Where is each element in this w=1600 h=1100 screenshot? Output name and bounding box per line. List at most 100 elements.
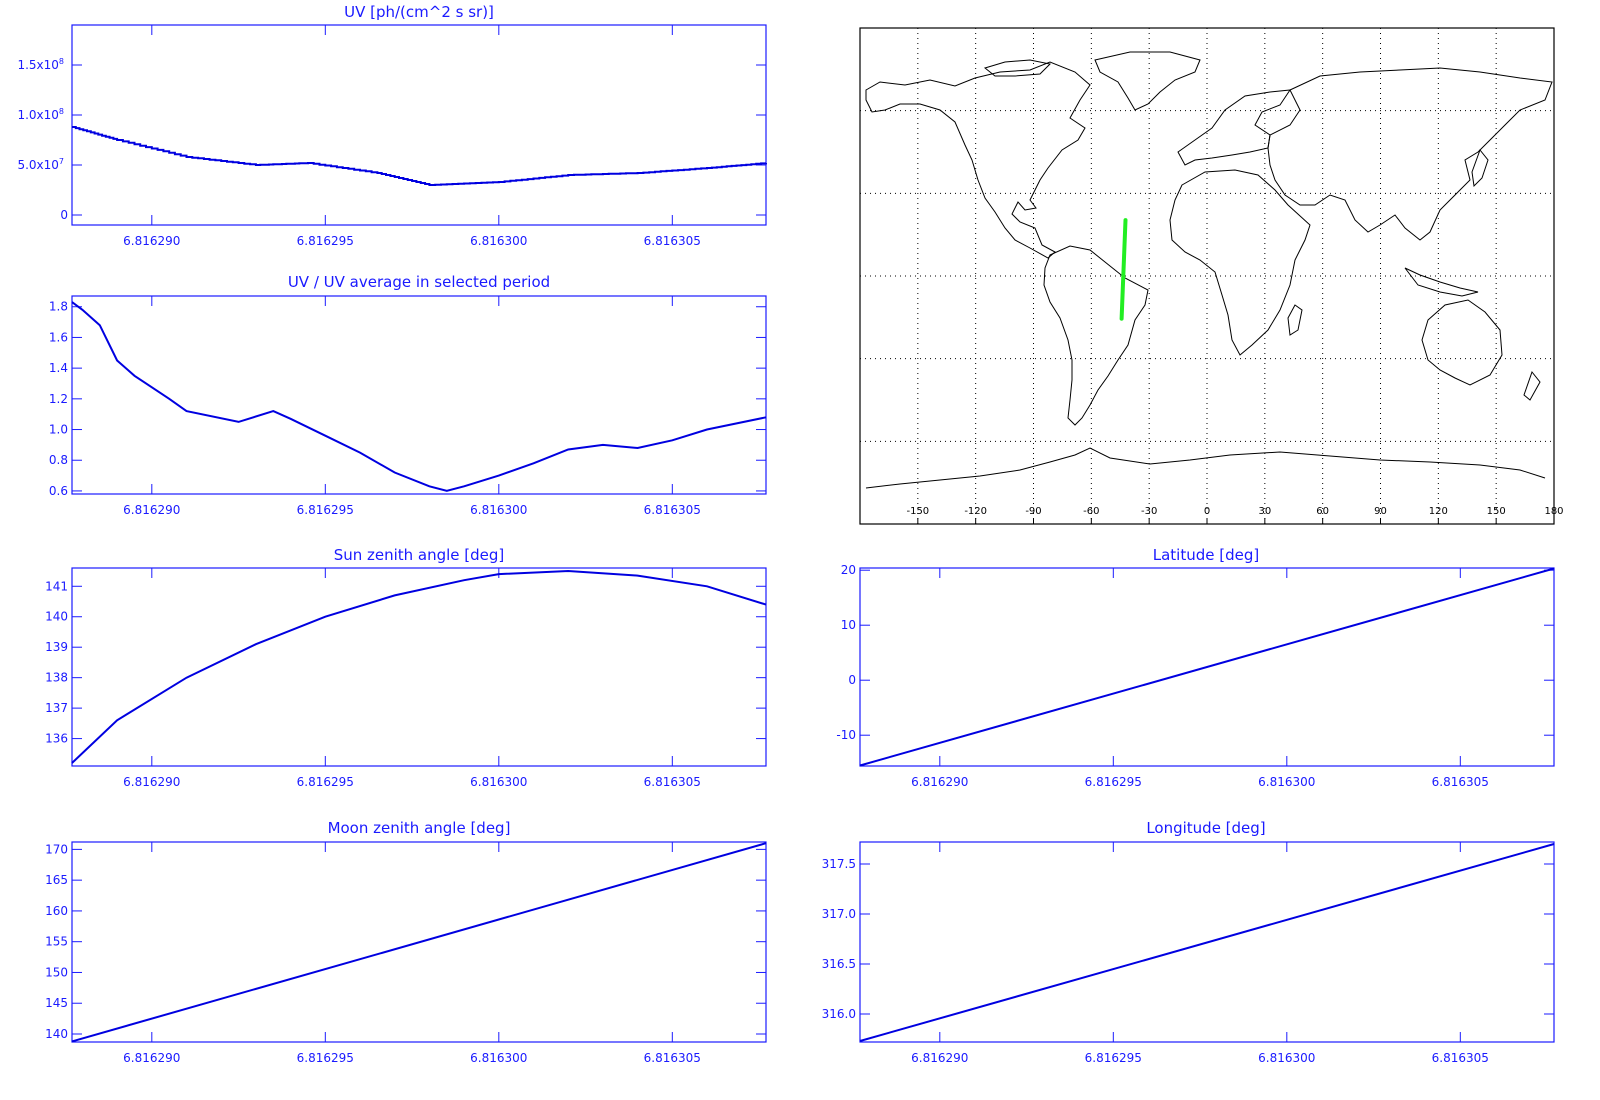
chart-title: Longitude [deg] [1146, 819, 1265, 837]
x-tick-label: 6.816295 [1085, 775, 1142, 789]
x-tick-label: 6.816300 [1258, 775, 1315, 789]
y-axis-ticks: 140 145 150 155 160 165 170 [45, 842, 766, 1041]
coastline-madagascar [1287, 304, 1303, 336]
x-tick-label: 6.816305 [644, 1051, 701, 1065]
y-tick-label: 145 [45, 996, 68, 1010]
y-tick-label: 0 [848, 673, 856, 687]
y-tick-label: 165 [45, 873, 68, 887]
x-tick-label: 6.816295 [1085, 1051, 1142, 1065]
coastline-asia [1267, 67, 1553, 241]
map-frame [859, 27, 1555, 525]
x-tick-label: 6.816295 [297, 234, 354, 248]
x-tick-label: 6.816305 [1432, 1051, 1489, 1065]
map-lon-label: 90 [1374, 506, 1387, 517]
plot-frame [859, 567, 1555, 767]
x-tick-label: 6.816300 [1258, 1051, 1315, 1065]
y-tick-label: 137 [45, 701, 68, 715]
satellite-track [1119, 218, 1128, 321]
series-line [859, 843, 1555, 1042]
map-gridlines [860, 28, 1554, 524]
plot-frame [71, 24, 767, 226]
x-tick-label: 6.816300 [470, 234, 527, 248]
coastline-new-zealand [1523, 370, 1541, 401]
x-axis-ticks: 6.816290 6.816295 6.816300 6.816305 [911, 568, 1489, 789]
x-tick-label: 6.816290 [123, 1051, 180, 1065]
panel-latitude: Latitude [deg] -10 0 10 20 6.816290 6.816295… [836, 546, 1555, 789]
map-lon-label: 30 [1258, 506, 1271, 517]
y-tick-label: 316.0 [822, 1007, 856, 1021]
y-tick-label: 5.0x107 [17, 157, 64, 172]
y-axis-ticks: 316.0 316.5 317.0 317.5 [822, 857, 1554, 1021]
y-tick-label: 1.4 [49, 361, 68, 375]
map-lon-label: 60 [1316, 506, 1329, 517]
y-axis-ticks: 0.6 0.8 1.0 1.2 1.4 1.6 1.8 [49, 300, 766, 498]
chart-title: UV / UV average in selected period [288, 273, 550, 291]
map-lon-label: -90 [1025, 506, 1041, 517]
x-tick-label: 6.816300 [470, 775, 527, 789]
x-tick-label: 6.816300 [470, 503, 527, 517]
y-tick-label: 317.0 [822, 907, 856, 921]
y-tick-label: 0 [60, 208, 68, 222]
x-tick-label: 6.816305 [644, 503, 701, 517]
chart-title: Moon zenith angle [deg] [328, 819, 511, 837]
chart-title: Latitude [deg] [1153, 546, 1259, 564]
map-lon-label: 120 [1429, 506, 1448, 517]
x-tick-label: 6.816290 [123, 775, 180, 789]
x-axis-ticks: 6.816290 6.816295 6.816300 6.816305 [123, 842, 701, 1065]
y-tick-label: 1.8 [49, 300, 68, 314]
y-tick-label: 140 [45, 1027, 68, 1041]
series-line [71, 569, 767, 764]
y-tick-label: 0.6 [49, 484, 68, 498]
x-tick-label: 6.816305 [1432, 775, 1489, 789]
x-tick-label: 6.816305 [644, 775, 701, 789]
y-tick-label: 1.0 [49, 423, 68, 437]
x-tick-label: 6.816295 [297, 1051, 354, 1065]
coastlines [865, 51, 1553, 489]
series-line [72, 126, 767, 186]
y-axis-ticks: 136 137 138 139 140 141 [45, 579, 766, 746]
y-tick-label: 1.2 [49, 392, 68, 406]
y-tick-label: 150 [45, 965, 68, 979]
y-tick-label: 138 [45, 671, 68, 685]
map-lon-label: -150 [906, 506, 929, 517]
y-tick-label: 139 [45, 640, 68, 654]
y-tick-label: 1.0x108 [17, 107, 64, 122]
y-tick-label: 170 [45, 842, 68, 856]
y-tick-label: 136 [45, 732, 68, 746]
y-tick-label: 140 [45, 610, 68, 624]
y-tick-label: 141 [45, 579, 68, 593]
coastline-europe [1177, 89, 1292, 166]
series-line [71, 301, 767, 492]
map-lon-label: 150 [1487, 506, 1506, 517]
coastline-australia [1421, 299, 1503, 386]
panel-longitude: Longitude [deg] 316.0 316.5 317.0 317.5 6.8… [822, 819, 1555, 1065]
x-axis-ticks: 6.816290 6.816295 6.816300 6.816305 [123, 25, 701, 248]
panel-moon-zenith: Moon zenith angle [deg] 1401451501551601… [45, 819, 767, 1065]
x-tick-label: 6.816295 [297, 775, 354, 789]
x-tick-label: 6.816290 [911, 775, 968, 789]
y-axis-ticks: -10 0 10 20 [836, 563, 1554, 742]
coastline-africa [1169, 169, 1311, 356]
y-axis-ticks: 0 5.0x107 1.0x108 1.5x108 [17, 57, 766, 222]
y-tick-label: 155 [45, 935, 68, 949]
x-tick-label: 6.816305 [644, 234, 701, 248]
x-tick-label: 6.816295 [297, 503, 354, 517]
panel-world-map: -150 -120 -90 -60 -30 0 30 60 90 120 150 180 [859, 27, 1564, 525]
x-tick-label: 6.816300 [470, 1051, 527, 1065]
coastline-greenland [1094, 51, 1201, 111]
plot-frame [71, 567, 767, 767]
y-tick-label: 0.8 [49, 453, 68, 467]
x-axis-ticks: 6.816290 6.816295 6.816300 6.816305 [911, 842, 1489, 1065]
panel-uv-ratio: UV / UV average in selected period 0.6 0.… [49, 273, 767, 517]
y-tick-label: 317.5 [822, 857, 856, 871]
map-longitude-ticks: -150 -120 -90 -60 -30 0 30 60 90 120 150 180 [906, 506, 1564, 524]
map-lon-label: -120 [964, 506, 987, 517]
chart-title: UV [ph/(cm^2 s sr)] [344, 3, 494, 21]
x-tick-label: 6.816290 [123, 234, 180, 248]
coastline-indonesia [1404, 267, 1479, 297]
map-lon-label: -60 [1083, 506, 1099, 517]
x-tick-label: 6.816290 [123, 503, 180, 517]
panel-uv: UV [ph/(cm^2 s sr)] 0 5.0x107 1.0x108 1.5x1… [17, 3, 767, 248]
panel-sun-zenith: Sun zenith angle [deg] 136 137 138 139 140 14… [45, 546, 767, 789]
